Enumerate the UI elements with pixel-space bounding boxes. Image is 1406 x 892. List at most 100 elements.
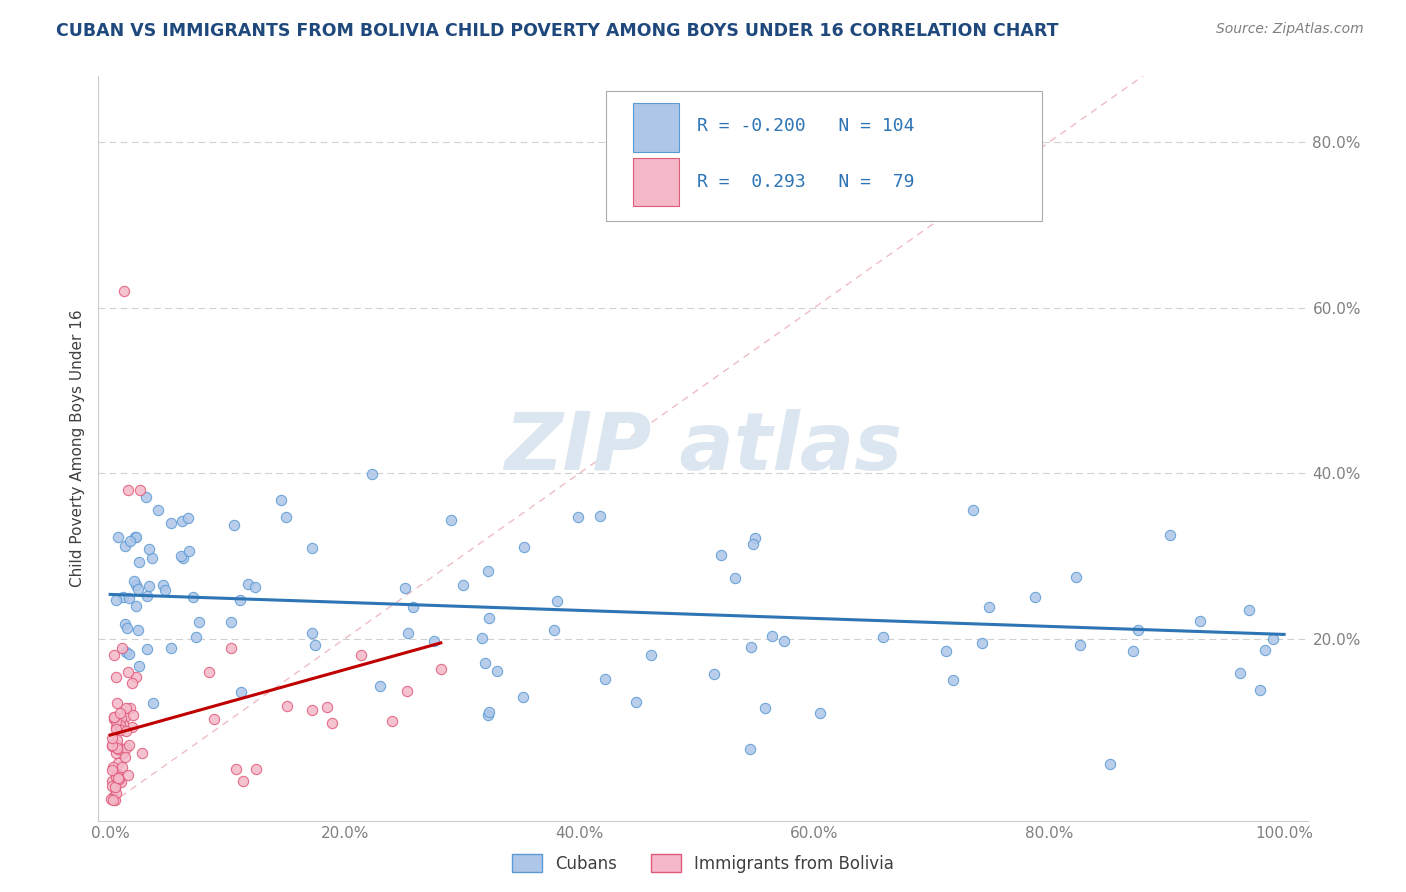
Point bbox=[118, 738, 141, 752]
Point bbox=[101, 790, 124, 805]
Point bbox=[231, 684, 253, 698]
Point bbox=[120, 534, 142, 549]
Point bbox=[1254, 643, 1277, 657]
Point bbox=[198, 665, 221, 679]
Point bbox=[108, 706, 131, 720]
Point bbox=[103, 710, 125, 724]
Point bbox=[107, 774, 129, 789]
Point bbox=[101, 760, 124, 774]
Point bbox=[640, 648, 662, 662]
Point bbox=[738, 742, 761, 756]
Point bbox=[773, 634, 796, 648]
Point bbox=[114, 723, 136, 738]
Point bbox=[114, 710, 136, 724]
Text: Source: ZipAtlas.com: Source: ZipAtlas.com bbox=[1216, 22, 1364, 37]
Point bbox=[546, 593, 568, 607]
Point bbox=[624, 695, 647, 709]
Point bbox=[274, 509, 297, 524]
Point bbox=[872, 630, 894, 644]
Point bbox=[513, 540, 536, 554]
Bar bbox=[633, 158, 679, 206]
Point bbox=[512, 690, 534, 705]
Point bbox=[361, 467, 384, 481]
Point bbox=[232, 774, 254, 789]
Point bbox=[128, 658, 150, 673]
Point bbox=[471, 631, 494, 645]
Point bbox=[125, 578, 148, 592]
Point bbox=[225, 762, 247, 776]
Point bbox=[104, 770, 127, 784]
Point bbox=[589, 509, 612, 524]
Point bbox=[118, 591, 141, 605]
Point bbox=[236, 577, 259, 591]
Point bbox=[115, 645, 138, 659]
Point bbox=[1249, 683, 1271, 698]
Point bbox=[543, 623, 565, 637]
Point bbox=[101, 774, 124, 789]
Point bbox=[136, 590, 159, 604]
Point bbox=[368, 679, 391, 693]
Point bbox=[117, 768, 139, 782]
Point bbox=[100, 792, 122, 806]
Point bbox=[101, 738, 124, 752]
Point bbox=[440, 513, 463, 527]
Point bbox=[138, 579, 160, 593]
Point bbox=[131, 746, 153, 760]
Point bbox=[179, 544, 201, 558]
Point bbox=[124, 599, 146, 613]
Point bbox=[478, 610, 501, 624]
Point bbox=[101, 739, 124, 754]
Point bbox=[486, 664, 509, 678]
Point bbox=[1237, 603, 1260, 617]
Point bbox=[107, 718, 129, 732]
Point bbox=[121, 676, 143, 690]
Point bbox=[202, 712, 225, 726]
Point bbox=[172, 551, 194, 566]
Point bbox=[1261, 632, 1284, 647]
Point bbox=[107, 530, 129, 544]
Point bbox=[153, 583, 176, 598]
Point bbox=[474, 656, 496, 670]
Point bbox=[112, 284, 135, 298]
Point bbox=[124, 530, 146, 544]
Point bbox=[423, 634, 446, 648]
Point bbox=[304, 638, 326, 652]
Point bbox=[110, 723, 132, 737]
Point bbox=[105, 720, 128, 734]
Point bbox=[321, 715, 343, 730]
Point bbox=[181, 590, 204, 604]
Text: CUBAN VS IMMIGRANTS FROM BOLIVIA CHILD POVERTY AMONG BOYS UNDER 16 CORRELATION C: CUBAN VS IMMIGRANTS FROM BOLIVIA CHILD P… bbox=[56, 22, 1059, 40]
Point bbox=[124, 670, 146, 684]
Point bbox=[141, 551, 163, 566]
Point bbox=[186, 630, 208, 644]
Point bbox=[301, 625, 323, 640]
Point bbox=[112, 746, 135, 760]
Point bbox=[394, 581, 416, 595]
Point bbox=[710, 548, 733, 562]
Point bbox=[177, 511, 200, 525]
Point bbox=[104, 780, 127, 795]
Point bbox=[128, 483, 150, 497]
Point bbox=[478, 705, 501, 719]
Point bbox=[430, 662, 453, 676]
Point bbox=[103, 711, 125, 725]
Point bbox=[118, 701, 141, 715]
Point bbox=[114, 750, 136, 764]
Point bbox=[170, 549, 193, 564]
Point bbox=[159, 516, 181, 531]
Point bbox=[703, 666, 725, 681]
Point bbox=[107, 771, 129, 785]
Legend: Cubans, Immigrants from Bolivia: Cubans, Immigrants from Bolivia bbox=[506, 847, 900, 880]
Point bbox=[105, 766, 128, 780]
Point bbox=[477, 708, 499, 723]
Point bbox=[1064, 570, 1087, 584]
Point bbox=[381, 714, 404, 728]
Point bbox=[114, 740, 136, 755]
Point bbox=[107, 711, 129, 725]
Point bbox=[117, 665, 139, 680]
Point bbox=[1024, 590, 1046, 604]
Point bbox=[977, 599, 1000, 614]
Point bbox=[115, 621, 138, 635]
Point bbox=[128, 555, 150, 569]
FancyBboxPatch shape bbox=[606, 91, 1042, 221]
